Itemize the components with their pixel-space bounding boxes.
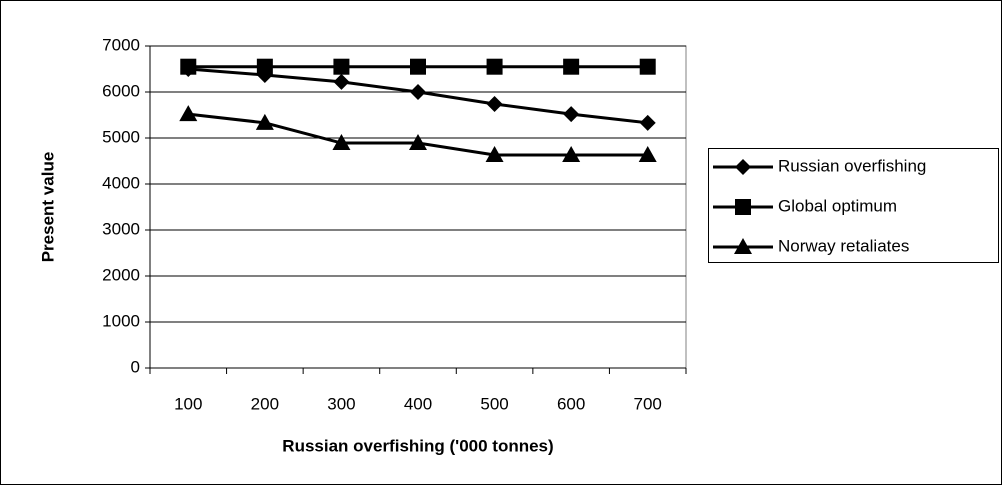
marker [179, 105, 198, 122]
x-tick-label: 300 [327, 394, 355, 413]
y-tick-label: 2000 [102, 265, 140, 284]
marker [734, 238, 752, 254]
marker [255, 113, 274, 130]
marker [409, 134, 427, 151]
marker [180, 58, 197, 75]
marker [639, 114, 656, 131]
marker [562, 146, 581, 163]
x-tick-label: 100 [174, 394, 202, 413]
x-tick-label: 400 [404, 394, 432, 413]
marker [486, 95, 503, 112]
y-tick-label: 5000 [102, 127, 140, 146]
y-tick-label: 4000 [102, 173, 140, 192]
legend-label: Norway retaliates [778, 236, 909, 255]
y-tick-label: 1000 [102, 311, 140, 330]
marker [333, 58, 350, 75]
y-tick-label: 6000 [102, 81, 140, 100]
marker [410, 58, 426, 75]
x-tick-label: 600 [557, 394, 585, 413]
marker [485, 146, 504, 163]
marker [639, 58, 656, 75]
marker [332, 134, 351, 151]
x-tick-label: 700 [634, 394, 662, 413]
marker [333, 73, 350, 90]
marker [638, 146, 657, 163]
marker [563, 106, 580, 123]
x-tick-label: 500 [480, 394, 508, 413]
marker [735, 159, 751, 175]
marker [486, 58, 503, 75]
legend-label: Russian overfishing [778, 156, 926, 175]
x-tick-label: 200 [251, 394, 279, 413]
marker [735, 199, 751, 215]
y-tick-label: 7000 [102, 35, 140, 54]
y-axis-label: Present value [38, 152, 57, 263]
marker [410, 84, 426, 100]
y-tick-label: 0 [131, 357, 140, 376]
marker [256, 58, 273, 75]
x-axis-label: Russian overfishing ('000 tonnes) [282, 436, 553, 455]
marker [563, 58, 580, 75]
legend-label: Global optimum [778, 196, 897, 215]
y-tick-label: 3000 [102, 219, 140, 238]
